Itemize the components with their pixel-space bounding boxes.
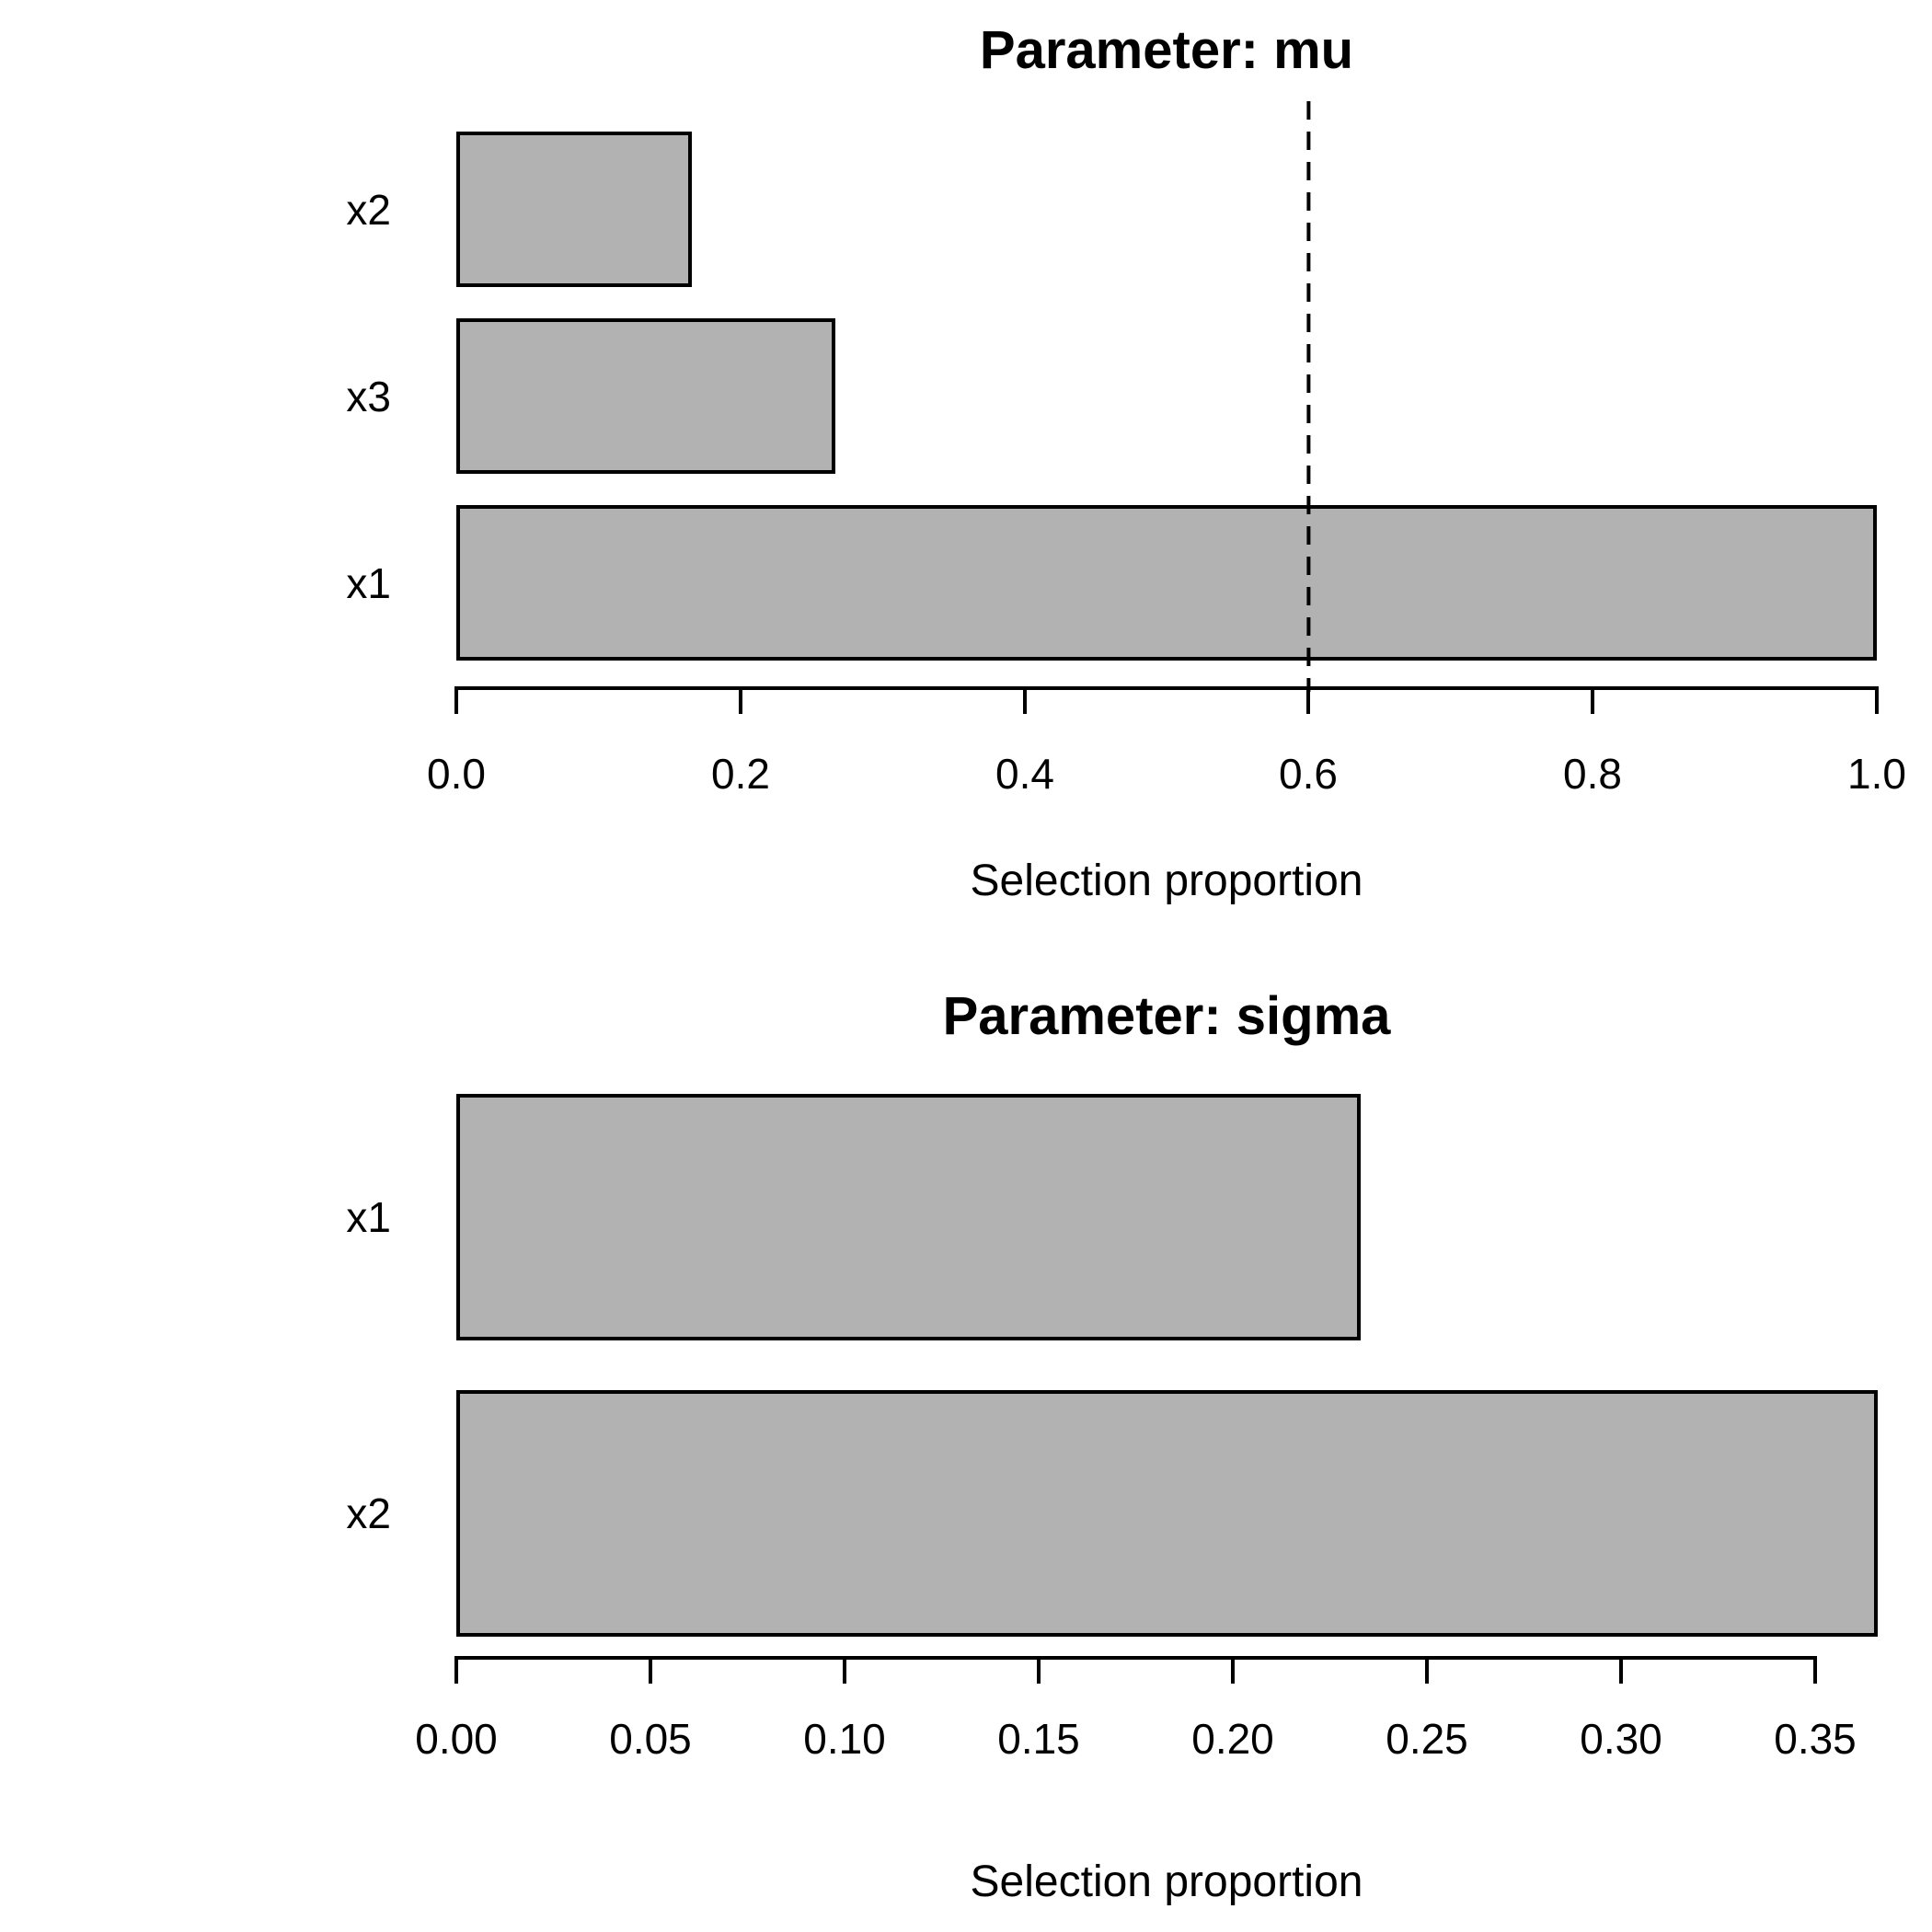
category-label-x1: x1 <box>346 1193 391 1241</box>
x-axis-tick <box>1231 1658 1235 1684</box>
x-axis-tick <box>1037 1658 1041 1684</box>
x-axis-tick <box>1875 688 1879 714</box>
x-axis-tick-label: 0.10 <box>803 1715 886 1763</box>
category-label-x1: x1 <box>346 559 391 607</box>
x-axis-tick-label: 0.05 <box>609 1715 692 1763</box>
x-axis-tick-label: 0.15 <box>997 1715 1080 1763</box>
x-axis-tick-label: 0.2 <box>711 750 770 798</box>
x-axis-tick-label: 0.4 <box>995 750 1054 798</box>
bar-x3 <box>456 318 835 474</box>
x-axis-label: Selection proportion <box>970 1857 1363 1906</box>
x-axis-tick <box>1023 688 1027 714</box>
x-axis-tick <box>843 1658 846 1684</box>
x-axis-tick <box>649 1658 652 1684</box>
x-axis-tick <box>1425 1658 1429 1684</box>
x-axis-tick-label: 0.35 <box>1774 1715 1857 1763</box>
category-label-x3: x3 <box>346 373 391 420</box>
x-axis-tick <box>454 688 458 714</box>
x-axis-line <box>454 686 1879 690</box>
category-label-x2: x2 <box>346 186 391 234</box>
x-axis-tick <box>739 688 742 714</box>
category-label-x2: x2 <box>346 1489 391 1537</box>
x-axis-line <box>454 1656 1817 1660</box>
x-axis-label: Selection proportion <box>970 857 1363 905</box>
bar-x2 <box>456 1390 1878 1637</box>
x-axis-tick <box>454 1658 458 1684</box>
x-axis-tick <box>1306 688 1310 714</box>
x-axis-tick <box>1619 1658 1623 1684</box>
x-axis-tick <box>1813 1658 1817 1684</box>
x-axis-tick-label: 0.25 <box>1386 1715 1468 1763</box>
x-axis-tick <box>1591 688 1594 714</box>
chart-title: Parameter: sigma <box>942 986 1391 1046</box>
chart-title: Parameter: mu <box>979 20 1354 80</box>
x-axis-tick-label: 0.30 <box>1580 1715 1662 1763</box>
x-axis-tick-label: 0.00 <box>415 1715 498 1763</box>
x-axis-tick-label: 0.20 <box>1191 1715 1274 1763</box>
x-axis-tick-label: 0.6 <box>1279 750 1338 798</box>
x-axis-tick-label: 0.8 <box>1563 750 1622 798</box>
bar-x1 <box>456 1094 1361 1340</box>
bar-x1 <box>456 505 1877 661</box>
x-axis-tick-label: 0.0 <box>427 750 486 798</box>
bar-x2 <box>456 132 692 287</box>
x-axis-tick-label: 1.0 <box>1847 750 1906 798</box>
